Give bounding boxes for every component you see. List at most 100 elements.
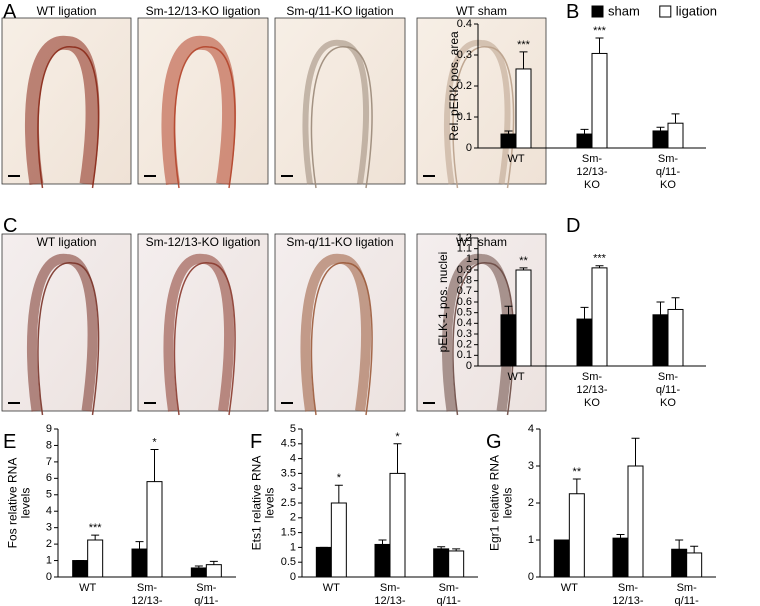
y-tick-label: 2 <box>46 538 52 550</box>
image-title: WT ligation <box>37 4 97 18</box>
x-tick-label-line: 12/13- <box>374 595 406 606</box>
x-tick-label-line: 12/13- <box>576 166 608 178</box>
legend-swatch <box>659 5 672 18</box>
x-tick-label-line: Sm- <box>380 582 401 594</box>
x-tick-label-line: Sm- <box>658 371 679 383</box>
y-tick-label: 0.2 <box>457 339 472 351</box>
x-tick-label-line: KO <box>584 397 600 409</box>
y-tick-label: 0.2 <box>457 80 472 92</box>
error-bar <box>671 113 680 124</box>
bar <box>72 560 89 578</box>
x-tick-label-line: WT <box>79 582 96 594</box>
image-title: Sm-q/11-KO ligation <box>286 4 393 18</box>
x-tick-label: WT <box>507 153 524 165</box>
y-tick-label: 2.5 <box>281 497 296 509</box>
y-tick-label: 0 <box>466 360 472 372</box>
image-title: WT sham <box>456 4 507 18</box>
y-tick-label: 1 <box>528 534 534 546</box>
x-tick-label-line: 12/13- <box>131 595 163 606</box>
y-axis-label: Ets1 relative RNA <box>250 456 264 551</box>
error-bar <box>595 37 604 54</box>
significance: * <box>152 437 157 449</box>
vessel-wall <box>173 46 236 189</box>
error-bar <box>437 546 446 549</box>
x-tick-label-line: Sm- <box>196 582 217 594</box>
bar <box>515 269 532 367</box>
y-axis-label: Rel. pERK pos. area <box>447 31 461 141</box>
x-tick-label: Sm-12/13-KO <box>374 582 406 606</box>
vessel-wall <box>452 46 515 189</box>
vessel-wall <box>161 35 236 186</box>
y-axis-label: levels <box>263 488 277 519</box>
y-axis-label: pELK-1 pos. nuclei <box>436 252 450 353</box>
panel-letter: B <box>566 1 579 23</box>
x-tick-label: Sm-12/13-KO <box>612 582 644 606</box>
x-tick-label-line: Sm- <box>677 582 698 594</box>
error-bar <box>675 539 684 550</box>
y-tick-label: 5 <box>290 423 296 435</box>
vessel-wall <box>24 35 100 186</box>
error-bar <box>150 449 159 482</box>
image-title: WT ligation <box>37 235 97 249</box>
x-tick-label: Sm-12/13-KO <box>576 371 608 409</box>
x-tick-label-line: q/11- <box>675 595 700 606</box>
error-bar <box>519 267 528 270</box>
panel-letter: A <box>3 1 17 23</box>
y-tick-label: 6 <box>46 472 52 484</box>
error-bar <box>580 128 589 135</box>
panel-letter: F <box>250 431 262 453</box>
bar <box>576 133 593 149</box>
error-bar <box>504 130 513 135</box>
y-axis-label: levels <box>501 488 515 519</box>
y-tick-label: 8 <box>46 439 52 451</box>
x-tick-label-line: Sm- <box>582 153 603 165</box>
bar <box>591 267 608 367</box>
vessel-wall <box>302 39 369 185</box>
y-tick-label: 0.6 <box>457 296 472 308</box>
significance: *** <box>593 253 607 265</box>
x-tick-label-line: WT <box>561 582 578 594</box>
x-tick-label: Sm-q/11-KO <box>194 582 219 606</box>
y-axis-label: Fos relative RNA <box>6 458 20 549</box>
x-tick-label-line: 12/13- <box>612 595 644 606</box>
bar <box>448 550 465 578</box>
y-tick-label: 0.3 <box>457 328 472 340</box>
bar <box>667 122 684 149</box>
image-title: Sm-q/11-KO ligation <box>286 235 393 249</box>
error-bar <box>452 548 461 551</box>
y-axis-label: levels <box>19 488 33 519</box>
y-tick-label: 1.5 <box>281 527 296 539</box>
bar <box>515 68 532 149</box>
y-tick-label: 0.5 <box>457 307 472 319</box>
y-tick-label: 0.3 <box>457 49 472 61</box>
error-bar <box>504 305 513 315</box>
significance: *** <box>593 25 607 37</box>
bar <box>671 548 688 578</box>
error-bar <box>656 301 665 315</box>
vessel-wall <box>37 46 100 189</box>
image-title: WT sham <box>456 235 507 249</box>
y-tick-label: 0.1 <box>457 349 472 361</box>
y-tick-label: 0.4 <box>457 18 472 30</box>
x-tick-label-line: WT <box>507 153 524 165</box>
significance: ** <box>573 466 582 478</box>
x-tick-label: Sm-q/11-KO <box>437 582 462 606</box>
y-tick-label: 9 <box>46 423 52 435</box>
error-bar <box>91 534 100 540</box>
bar <box>315 546 332 578</box>
vessel-wall <box>173 262 236 416</box>
y-tick-label: 2 <box>290 512 296 524</box>
y-tick-label: 4 <box>46 505 52 517</box>
panel-letter: G <box>486 431 502 453</box>
error-bar <box>580 306 589 320</box>
y-tick-label: 4.5 <box>281 438 296 450</box>
x-tick-label: Sm-12/13-KO <box>131 582 163 606</box>
bar <box>146 481 163 578</box>
legend-swatch <box>591 5 604 18</box>
x-tick-label-line: Sm- <box>582 371 603 383</box>
x-tick-label: WT <box>323 582 340 594</box>
vessel-wall <box>310 46 373 189</box>
vessel-wall <box>26 253 98 412</box>
significance: *** <box>89 522 103 534</box>
significance: ** <box>519 255 528 267</box>
